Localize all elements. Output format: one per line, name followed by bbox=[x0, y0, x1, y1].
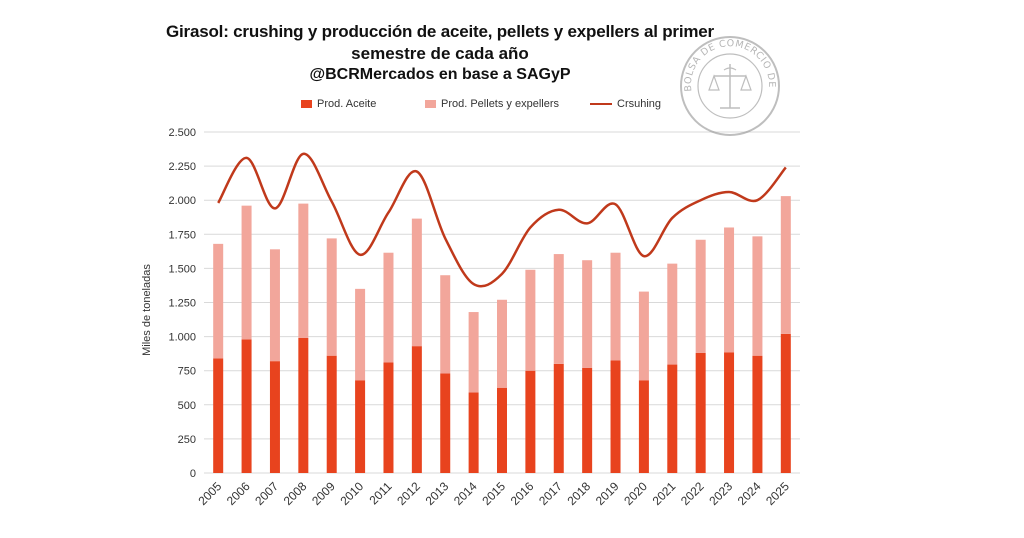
x-tick-label: 2007 bbox=[252, 479, 281, 508]
x-tick-label: 2012 bbox=[394, 479, 423, 508]
bar-aceite bbox=[582, 367, 593, 473]
bar-pellets bbox=[780, 196, 791, 334]
bar-pellets bbox=[355, 288, 366, 381]
bar-pellets bbox=[497, 299, 507, 388]
bar-aceite bbox=[213, 358, 224, 473]
x-tick-label: 2011 bbox=[366, 479, 394, 507]
legend-swatch-pellets bbox=[425, 100, 436, 108]
x-tick-label: 2009 bbox=[309, 479, 338, 508]
bar-aceite bbox=[724, 352, 735, 473]
legend-item-aceite: Prod. Aceite bbox=[301, 98, 376, 110]
bar-aceite bbox=[695, 352, 706, 473]
x-tick-label: 2017 bbox=[536, 479, 565, 508]
y-tick-label: 2.000 bbox=[168, 195, 196, 207]
bar-aceite bbox=[326, 355, 337, 473]
line-crushing bbox=[217, 152, 787, 288]
bar-aceite bbox=[752, 355, 763, 473]
bar-aceite bbox=[298, 337, 309, 473]
bar-aceite bbox=[411, 346, 422, 473]
bar-aceite bbox=[780, 333, 791, 473]
x-tick-label: 2019 bbox=[593, 479, 622, 508]
y-tick-label: 0 bbox=[190, 468, 196, 480]
bar-aceite bbox=[355, 380, 366, 473]
y-tick-label: 1.750 bbox=[168, 229, 196, 241]
x-tick-label: 2023 bbox=[706, 479, 735, 508]
x-tick-label: 2016 bbox=[508, 479, 537, 508]
bar-aceite bbox=[497, 387, 507, 473]
bar-aceite bbox=[667, 364, 678, 473]
bar-aceite bbox=[241, 339, 252, 473]
bar-pellets bbox=[468, 312, 479, 393]
bar-pellets bbox=[695, 239, 706, 353]
bar-pellets bbox=[667, 263, 678, 365]
bar-pellets bbox=[525, 269, 536, 371]
y-tick-label: 500 bbox=[178, 400, 196, 412]
y-tick-label: 1.250 bbox=[168, 298, 196, 310]
bar-pellets bbox=[298, 203, 309, 338]
x-tick-label: 2024 bbox=[735, 479, 764, 508]
bar-pellets bbox=[724, 227, 735, 353]
bar-pellets bbox=[213, 243, 224, 359]
y-tick-label: 1.500 bbox=[168, 263, 196, 275]
bar-aceite bbox=[525, 370, 536, 473]
y-tick-label: 750 bbox=[178, 366, 196, 378]
y-tick-label: 2.250 bbox=[168, 161, 196, 173]
x-tick-label: 2025 bbox=[763, 479, 792, 508]
bar-aceite bbox=[638, 380, 649, 473]
bar-pellets bbox=[610, 252, 621, 361]
legend-item-crushing: Crsuhing bbox=[590, 98, 661, 110]
legend-item-pellets: Prod. Pellets y expellers bbox=[425, 98, 559, 110]
y-tick-label: 250 bbox=[178, 434, 196, 446]
legend-label-pellets: Prod. Pellets y expellers bbox=[441, 98, 559, 110]
bcr-seal-logo: BOLSA DE COMERCIO DE ROSARIO bbox=[678, 34, 780, 136]
x-tick-label: 2021 bbox=[650, 479, 679, 508]
chart-title: Girasol: crushing y producción de aceite… bbox=[166, 22, 714, 41]
x-tick-label: 2015 bbox=[479, 479, 508, 508]
x-tick-label: 2014 bbox=[451, 479, 480, 508]
bar-pellets bbox=[241, 205, 252, 340]
x-tick-label: 2010 bbox=[337, 479, 366, 508]
legend-line-crushing bbox=[590, 103, 612, 105]
legend-label-crushing: Crsuhing bbox=[617, 98, 662, 110]
bar-aceite bbox=[440, 373, 451, 473]
bar-pellets bbox=[638, 291, 649, 381]
bar-aceite bbox=[610, 360, 621, 473]
chart-subtitle: @BCRMercados en base a SAGyP bbox=[309, 66, 571, 83]
bar-pellets bbox=[269, 249, 280, 362]
bar-pellets bbox=[411, 218, 422, 347]
x-tick-label: 2005 bbox=[196, 479, 225, 508]
bar-aceite bbox=[383, 362, 394, 473]
y-tick-label: 2.500 bbox=[168, 127, 196, 139]
bar-pellets bbox=[752, 236, 763, 356]
bar-aceite bbox=[553, 363, 564, 473]
bar-aceite bbox=[269, 361, 280, 473]
bar-pellets bbox=[553, 254, 564, 364]
bar-pellets bbox=[326, 238, 337, 356]
x-tick-label: 2022 bbox=[678, 479, 707, 508]
x-tick-label: 2018 bbox=[564, 479, 593, 508]
y-tick-label: 1.000 bbox=[168, 332, 196, 344]
x-tick-label: 2006 bbox=[224, 479, 253, 508]
legend-label-aceite: Prod. Aceite bbox=[317, 98, 377, 110]
bar-aceite bbox=[468, 392, 479, 473]
chart-title-line2: semestre de cada año bbox=[351, 44, 529, 63]
x-tick-label: 2020 bbox=[621, 479, 650, 508]
bar-pellets bbox=[440, 275, 451, 374]
x-tick-label: 2008 bbox=[281, 479, 310, 508]
y-axis-label: Miles de toneladas bbox=[141, 264, 153, 356]
bar-pellets bbox=[383, 252, 394, 363]
legend-swatch-aceite bbox=[301, 100, 312, 108]
bar-pellets bbox=[582, 260, 593, 368]
x-tick-label: 2013 bbox=[423, 479, 452, 508]
